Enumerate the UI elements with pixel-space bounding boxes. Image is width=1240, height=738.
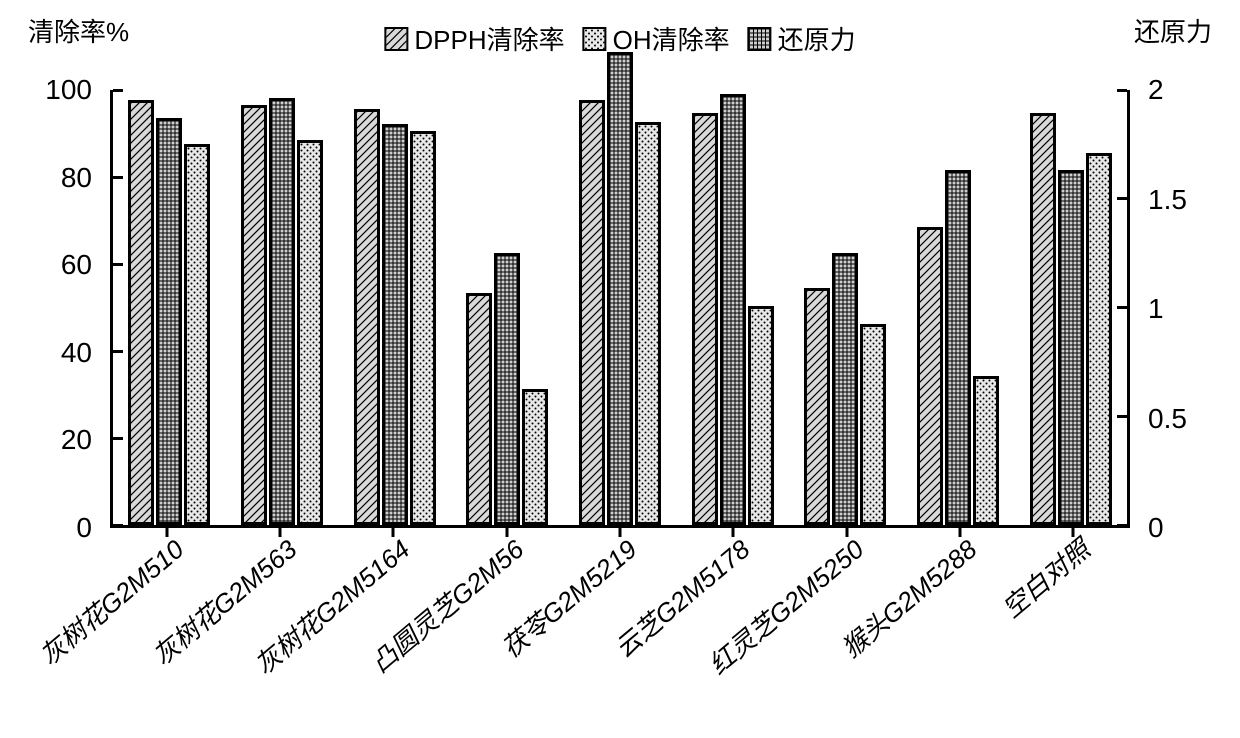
bar-group [338, 90, 451, 525]
y2-tick: 0 [1148, 512, 1164, 544]
y1-axis-title: 清除率% [28, 12, 129, 49]
bar-groups [113, 90, 1127, 525]
y1-tick-mark [113, 89, 123, 92]
bar-dpph [579, 100, 605, 525]
bar-dpph [241, 105, 267, 525]
y2-tick-mark [1117, 197, 1127, 200]
bar-group [789, 90, 902, 525]
legend-label: 还原力 [778, 20, 856, 57]
y1-tick-mark [113, 524, 123, 527]
y2-tick-labels: 00.511.52 [1140, 90, 1240, 528]
y2-tick: 2 [1148, 74, 1164, 106]
y1-tick: 40 [61, 337, 92, 369]
bar-oh [410, 131, 436, 525]
bars [241, 98, 323, 525]
y2-tick-mark [1117, 306, 1127, 309]
bar-dpph [466, 293, 492, 525]
bar-group [451, 90, 564, 525]
bar-oh [1086, 153, 1112, 525]
y2-tick-mark [1117, 524, 1127, 527]
y2-tick-mark [1117, 415, 1127, 418]
bar-oh [748, 306, 774, 525]
bar-oh [635, 122, 661, 525]
bar-oh [860, 324, 886, 525]
bar-reduce [382, 124, 408, 525]
y2-tick: 1 [1148, 293, 1164, 325]
y1-tick-mark [113, 176, 123, 179]
xlabel-slot: 猴头G2M5288 [903, 528, 1016, 738]
y1-tick: 80 [61, 162, 92, 194]
legend-swatch-diagonal-icon [384, 27, 408, 51]
bar-oh [297, 140, 323, 525]
y1-tick: 60 [61, 249, 92, 281]
bar-group [564, 90, 677, 525]
bar-group [113, 90, 226, 525]
y2-axis-title: 还原力 [1134, 12, 1212, 49]
bar-group [1014, 90, 1127, 525]
bars [917, 170, 999, 525]
bar-oh [184, 144, 210, 525]
bar-oh [522, 389, 548, 525]
bar-reduce [720, 94, 746, 525]
bars [354, 109, 436, 525]
xlabel-slot: 空白对照 [1017, 528, 1130, 738]
chart-container: 清除率% 还原力 DPPH清除率 OH清除率 还原力 020406080100 … [0, 0, 1240, 738]
y2-tick-mark [1117, 89, 1127, 92]
plot-area [110, 90, 1130, 528]
bar-reduce [269, 98, 295, 525]
bar-group [676, 90, 789, 525]
bar-dpph [128, 100, 154, 525]
y1-tick-mark [113, 263, 123, 266]
bar-dpph [692, 113, 718, 525]
y1-tick-mark [113, 350, 123, 353]
y1-tick-mark [113, 437, 123, 440]
bars [1030, 113, 1112, 525]
bar-dpph [1030, 113, 1056, 525]
bar-group [902, 90, 1015, 525]
bars [466, 253, 548, 525]
bar-dpph [354, 109, 380, 525]
bar-reduce [945, 170, 971, 525]
legend-swatch-dots-icon [583, 27, 607, 51]
bar-reduce [607, 52, 633, 525]
bar-dpph [804, 288, 830, 525]
bars [804, 253, 886, 525]
legend-label: DPPH清除率 [414, 20, 564, 57]
y1-tick-labels: 020406080100 [0, 90, 100, 528]
legend-item-reduce: 还原力 [748, 20, 856, 57]
y1-tick: 100 [45, 74, 92, 106]
bar-reduce [156, 118, 182, 525]
y2-tick: 0.5 [1148, 403, 1187, 435]
x-tick-labels: 灰树花G2M510灰树花G2M563灰树花G2M5164凸圆灵芝G2M56茯苓G… [110, 528, 1130, 738]
bars [579, 52, 661, 525]
legend-swatch-grid-icon [748, 27, 772, 51]
bar-reduce [1058, 170, 1084, 525]
bar-group [226, 90, 339, 525]
y1-tick: 20 [61, 424, 92, 456]
bar-dpph [917, 227, 943, 525]
legend-item-dpph: DPPH清除率 [384, 20, 564, 57]
bars [128, 100, 210, 525]
y1-tick: 0 [76, 512, 92, 544]
bars [692, 94, 774, 525]
bar-reduce [494, 253, 520, 525]
bar-oh [973, 376, 999, 525]
bar-reduce [832, 253, 858, 525]
y2-tick: 1.5 [1148, 184, 1187, 216]
